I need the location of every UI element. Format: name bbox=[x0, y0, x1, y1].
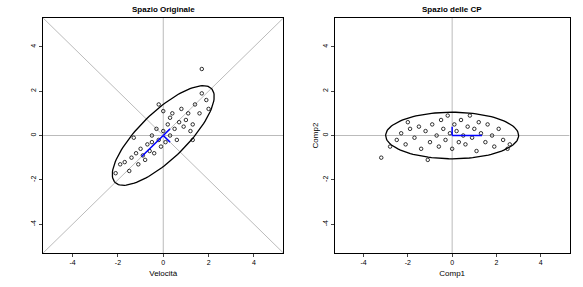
svg-text:-2: -2 bbox=[322, 176, 329, 182]
svg-text:4: 4 bbox=[539, 259, 543, 266]
svg-text:-4: -4 bbox=[322, 220, 329, 226]
svg-text:Comp1: Comp1 bbox=[439, 269, 465, 278]
svg-text:Spazio delle CP: Spazio delle CP bbox=[422, 5, 482, 14]
svg-text:-2: -2 bbox=[405, 259, 411, 266]
svg-text:0: 0 bbox=[450, 259, 454, 266]
svg-text:-4: -4 bbox=[360, 259, 366, 266]
svg-text:4: 4 bbox=[30, 44, 37, 48]
svg-text:4: 4 bbox=[322, 44, 329, 48]
svg-text:-2: -2 bbox=[115, 259, 121, 266]
svg-text:Comp2: Comp2 bbox=[311, 122, 320, 148]
svg-text:Spazio Originale: Spazio Originale bbox=[132, 5, 195, 14]
svg-text:2: 2 bbox=[30, 88, 37, 92]
svg-text:Velocità: Velocità bbox=[149, 269, 178, 278]
svg-text:2: 2 bbox=[495, 259, 499, 266]
svg-text:2: 2 bbox=[207, 259, 211, 266]
svg-text:0: 0 bbox=[161, 259, 165, 266]
svg-text:-4: -4 bbox=[30, 220, 37, 226]
svg-text:0: 0 bbox=[322, 132, 329, 136]
svg-text:2: 2 bbox=[322, 88, 329, 92]
svg-text:-4: -4 bbox=[69, 259, 75, 266]
svg-text:0: 0 bbox=[30, 132, 37, 136]
svg-text:4: 4 bbox=[252, 259, 256, 266]
svg-text:-2: -2 bbox=[30, 176, 37, 182]
